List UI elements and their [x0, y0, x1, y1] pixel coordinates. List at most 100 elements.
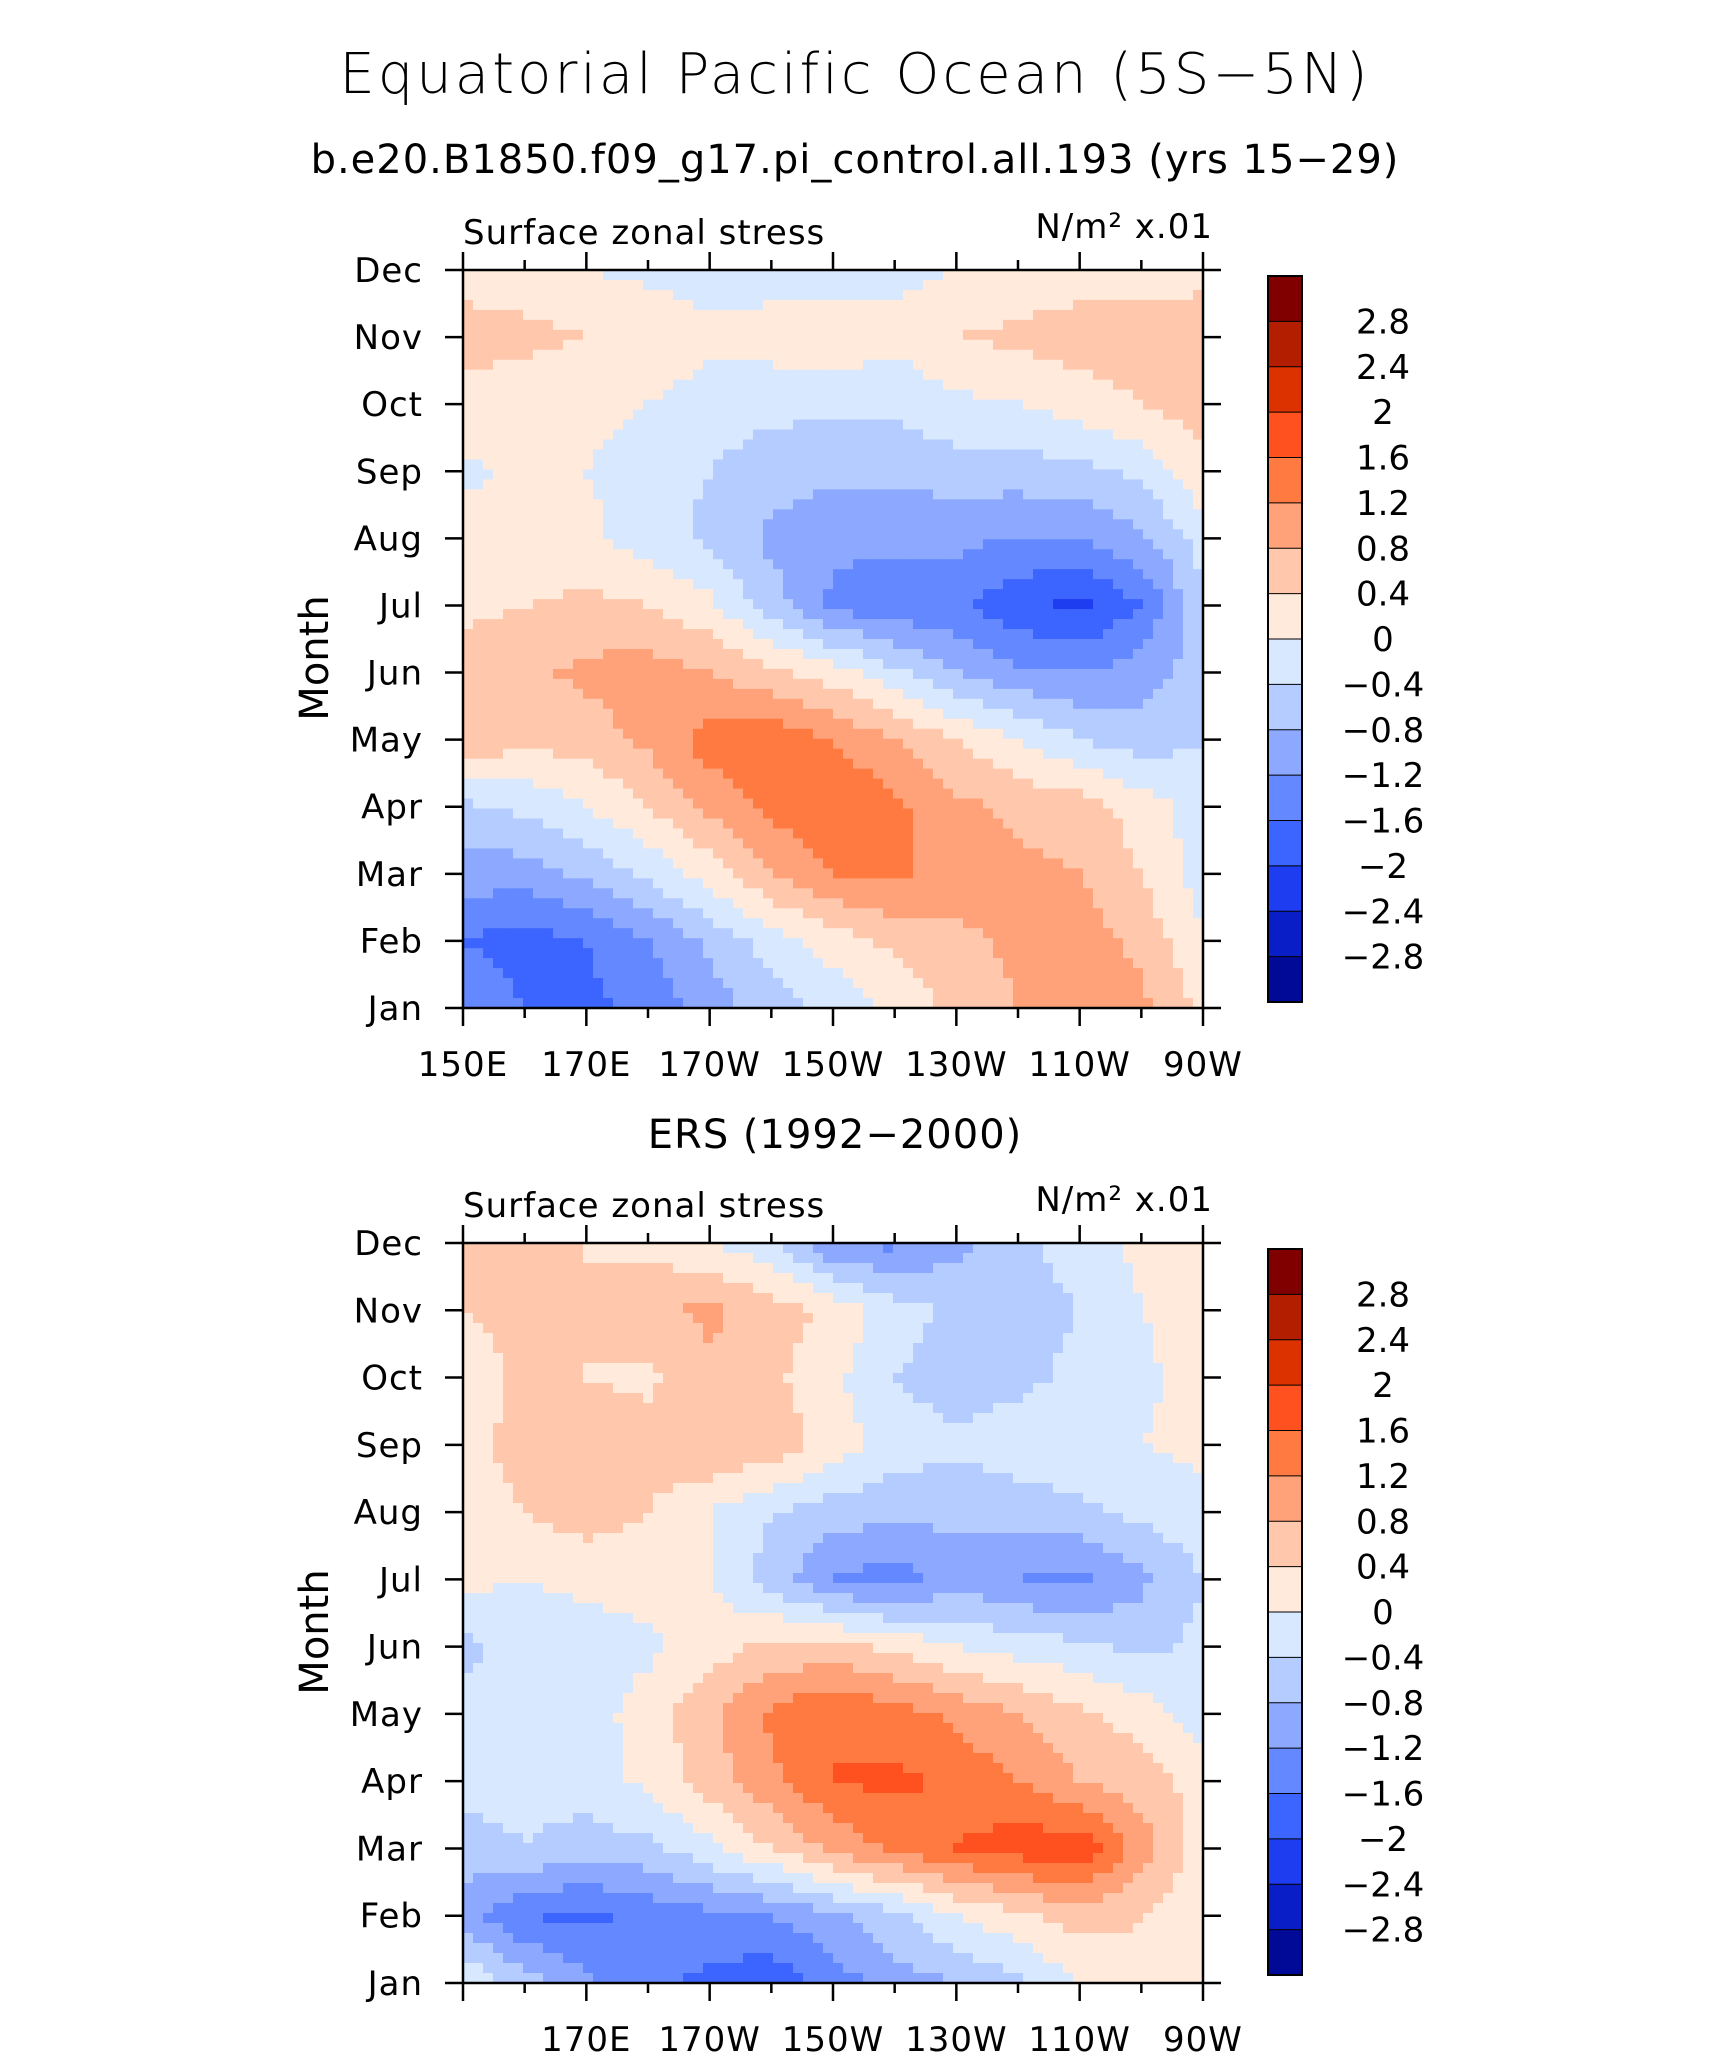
contour-cell — [1013, 838, 1024, 850]
contour-cell — [623, 399, 634, 411]
contour-cell — [633, 868, 644, 879]
contour-cell — [1133, 918, 1144, 929]
contour-cell — [1033, 270, 1044, 281]
contour-cell — [1043, 818, 1054, 830]
contour-cell — [1143, 449, 1154, 461]
contour-cell — [1063, 658, 1074, 670]
contour-cell — [813, 309, 824, 321]
contour-cell — [583, 429, 594, 441]
contour-cell — [743, 629, 754, 640]
contour-cell — [583, 399, 594, 411]
contour-cell — [553, 499, 564, 510]
contour-cell — [583, 878, 594, 889]
contour-cell — [973, 379, 984, 391]
contour-cell — [1183, 888, 1194, 899]
contour-cell — [483, 629, 494, 640]
contour-cell — [913, 928, 924, 939]
contour-cell — [1173, 539, 1184, 550]
contour-cell — [923, 399, 934, 411]
contour-cell — [1083, 898, 1094, 909]
contour-cell — [1073, 648, 1084, 660]
contour-cell — [663, 589, 674, 600]
contour-cell — [943, 549, 954, 560]
contour-cell — [843, 708, 854, 720]
contour-cell — [1043, 898, 1054, 909]
contour-cell — [583, 918, 594, 929]
contour-cell — [1053, 788, 1064, 800]
contour-cell — [843, 738, 854, 750]
contour-cell — [693, 619, 704, 630]
contour-cell — [623, 289, 634, 301]
contour-cell — [763, 748, 774, 760]
contour-cell — [583, 648, 594, 660]
contour-cell — [493, 898, 504, 909]
contour-cell — [1163, 349, 1174, 361]
contour-cell — [903, 299, 914, 311]
contour-cell — [963, 718, 974, 730]
contour-cell — [493, 768, 504, 780]
contour-cell — [983, 788, 994, 800]
contour-cell — [553, 898, 564, 909]
contour-cell — [873, 838, 884, 850]
contour-cell — [983, 668, 994, 680]
contour-cell — [1023, 658, 1034, 670]
contour-cell — [503, 439, 514, 451]
contour-cell — [1093, 539, 1104, 550]
contour-cell — [1123, 678, 1134, 690]
contour-cell — [593, 569, 604, 580]
contour-cell — [923, 379, 934, 391]
contour-cell — [1083, 270, 1094, 281]
contour-cell — [1143, 469, 1154, 481]
contour-cell — [1163, 798, 1174, 810]
contour-cell — [573, 279, 584, 291]
contour-cell — [643, 309, 654, 321]
contour-cell — [943, 339, 954, 351]
contour-cell — [913, 329, 924, 341]
contour-cell — [713, 748, 724, 760]
contour-cell — [803, 329, 814, 341]
contour-cell — [793, 798, 804, 810]
contour-cell — [593, 279, 604, 291]
contour-cell — [563, 559, 574, 570]
contour-cell — [793, 439, 804, 451]
contour-cell — [923, 858, 934, 869]
contour-cell — [503, 429, 514, 441]
contour-cell — [803, 738, 814, 750]
contour-cell — [663, 778, 674, 790]
contour-cell — [1043, 429, 1054, 441]
contour-cell — [523, 599, 534, 610]
contour-cell — [753, 289, 764, 301]
contour-cell — [913, 519, 924, 530]
contour-cell — [1083, 309, 1094, 321]
contour-cell — [483, 708, 494, 720]
contour-cell — [563, 658, 574, 670]
contour-cell — [1163, 479, 1174, 490]
contour-cell — [633, 678, 644, 690]
contour-cell — [1023, 858, 1034, 869]
contour-cell — [1003, 738, 1014, 750]
contour-cell — [573, 439, 584, 451]
contour-cell — [533, 389, 544, 401]
contour-cell — [1133, 818, 1144, 830]
contour-cell — [843, 658, 854, 670]
contour-cell — [833, 928, 844, 939]
contour-cell — [1143, 828, 1154, 840]
contour-cell — [963, 678, 974, 690]
contour-cell — [633, 549, 644, 560]
contour-cell — [583, 629, 594, 640]
contour-cell — [1003, 429, 1014, 441]
contour-cell — [463, 609, 474, 620]
contour-cell — [983, 758, 994, 770]
contour-cell — [893, 828, 904, 840]
contour-cell — [1053, 449, 1064, 461]
contour-cell — [963, 419, 974, 431]
contour-cell — [1063, 858, 1074, 869]
contour-cell — [643, 639, 654, 650]
contour-cell — [923, 359, 934, 371]
contour-cell — [823, 678, 834, 690]
contour-cell — [753, 509, 764, 520]
contour-cell — [813, 938, 824, 949]
contour-cell — [973, 778, 984, 790]
contour-cell — [1193, 509, 1204, 520]
contour-cell — [763, 379, 774, 391]
